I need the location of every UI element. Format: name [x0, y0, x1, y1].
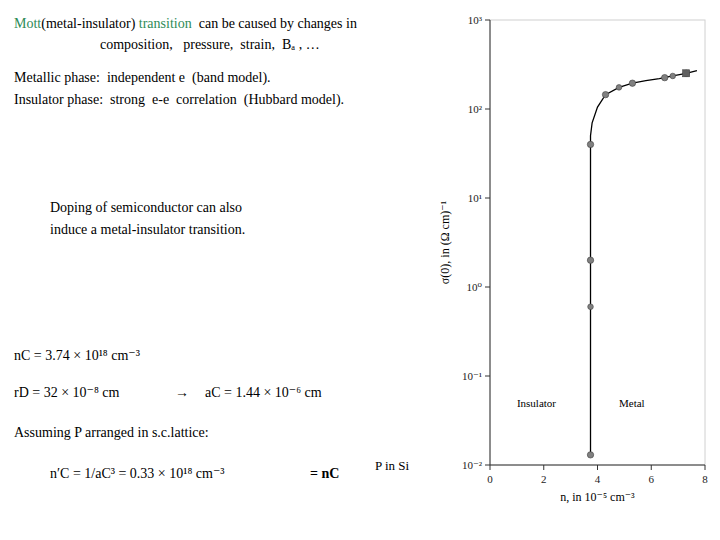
x-tick — [490, 465, 491, 470]
y-tick-label: 10³ — [468, 14, 483, 26]
annotation: P in Si — [375, 458, 410, 473]
x-tick — [543, 465, 544, 470]
annotation-line: → — [175, 385, 189, 400]
y-tick-label: 10⁰ — [467, 281, 483, 293]
y-tick — [485, 287, 490, 288]
annotation: (metal-insulator) — [41, 16, 139, 32]
x-tick-label: 2 — [541, 473, 547, 485]
y-tick — [485, 198, 490, 199]
scatter-point — [683, 70, 689, 76]
annotation-line: Doping of semiconductor can also — [50, 200, 242, 215]
annotation-line: nC = 3.74 × 10¹⁸ cm⁻³ — [14, 348, 140, 363]
plot-frame — [490, 20, 705, 465]
annotation: n′C = 1/aC³ = 0.33 × 10¹⁸ cm⁻³ — [50, 466, 225, 481]
annotation-line: Mott(metal-insulator) transition can be … — [14, 16, 357, 32]
scatter-point — [587, 141, 593, 147]
scatter-point — [587, 452, 593, 458]
x-tick-label: 0 — [487, 473, 493, 485]
annotation: Metallic phase: independent e (band mode… — [14, 70, 271, 86]
y-tick-label: 10⁻² — [462, 459, 483, 471]
y-tick — [485, 20, 490, 21]
annotation: composition, pressure, strain, Bₐ , … — [100, 37, 320, 52]
scatter-point — [670, 73, 676, 79]
y-tick — [485, 376, 490, 377]
annotation: rD = 32 × 10⁻⁸ cm — [14, 385, 120, 400]
y-tick-label: 10¹ — [468, 192, 482, 204]
annotation: = nC — [310, 466, 339, 481]
x-tick-label: 6 — [649, 473, 655, 485]
annotation: Mott — [14, 16, 41, 31]
curve-line — [591, 71, 697, 455]
annotation-line: Metallic phase: independent e (band mode… — [14, 70, 271, 86]
x-tick — [597, 465, 598, 470]
x-axis-label: n, in 10⁻⁵ cm⁻³ — [560, 490, 635, 504]
annotation: induce a metal-insulator transition. — [50, 222, 245, 237]
marks — [587, 70, 697, 458]
annotation-line: induce a metal-insulator transition. — [50, 222, 245, 237]
square-point — [683, 70, 690, 77]
x-tick-label: 8 — [702, 473, 708, 485]
x-tick-label: 4 — [595, 473, 601, 485]
annotation: Insulator — [517, 397, 556, 409]
annotation: → — [175, 385, 189, 400]
annotation: can be caused by changes in — [192, 16, 357, 31]
chart-canvas: 0 2 4 6 8 10⁻² 10⁻¹ 10⁰ 10¹ 10² 10³ n, in 10⁻⁵ cm⁻³… — [0, 0, 720, 540]
annotation: transition — [139, 16, 192, 31]
scatter-point — [616, 85, 622, 91]
annotation: nC = 3.74 × 10¹⁸ cm⁻³ — [14, 348, 140, 363]
annotation-line: = nC — [310, 466, 339, 481]
x-tick — [705, 465, 706, 470]
annotation-line: Metal — [619, 397, 645, 409]
scatter-point — [588, 304, 594, 310]
y-axis-label: σ(0), in (Ω cm)⁻¹ — [438, 200, 452, 284]
annotation-line: P in Si — [375, 458, 410, 473]
annotation-line: rD = 32 × 10⁻⁸ cm — [14, 385, 120, 400]
annotation-line: Assuming P arranged in s.c.lattice: — [14, 425, 209, 440]
y-tick-label: 10⁻¹ — [462, 370, 482, 382]
annotation: Insulator phase: strong e-e correlation … — [14, 92, 344, 108]
annotation-line: Insulator — [517, 397, 556, 409]
y-tick-label: 10² — [468, 103, 483, 115]
annotation-line: aC = 1.44 × 10⁻⁶ cm — [205, 385, 322, 400]
annotation-line: n′C = 1/aC³ = 0.33 × 10¹⁸ cm⁻³ — [50, 466, 225, 481]
annotation: Assuming P arranged in s.c.lattice: — [14, 425, 209, 440]
y-tick — [485, 465, 490, 466]
scatter-point — [587, 257, 593, 263]
annotation: aC = 1.44 × 10⁻⁶ cm — [205, 385, 322, 400]
scatter-point — [629, 80, 635, 86]
x-tick — [651, 465, 652, 470]
y-axis-line — [490, 20, 491, 465]
annotation: Doping of semiconductor can also — [50, 200, 242, 215]
scatter-point — [661, 74, 667, 80]
y-tick — [485, 109, 490, 110]
scatter-point — [602, 91, 608, 97]
annotation-line: composition, pressure, strain, Bₐ , … — [100, 37, 320, 52]
annotation-line: Insulator phase: strong e-e correlation … — [14, 92, 344, 108]
annotation: Metal — [619, 397, 645, 409]
